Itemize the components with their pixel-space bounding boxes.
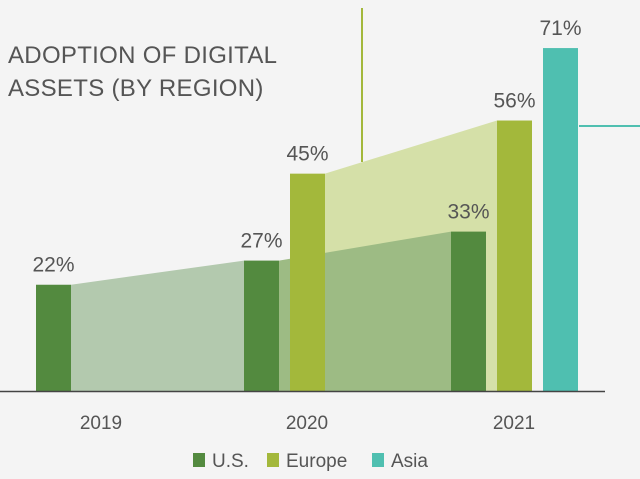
legend-label-us: U.S. [212, 451, 249, 472]
value-labels: 22% 27% 33% 45% 56% 71% [32, 17, 581, 277]
legend-swatch-asia [372, 453, 384, 467]
legend-label-europe: Europe [286, 451, 347, 472]
chart-title-line-2: ASSETS (BY REGION) [8, 75, 264, 102]
trend-areas [71, 120, 497, 392]
value-label-europe-2020: 45% [286, 143, 328, 166]
legend-label-asia: Asia [391, 451, 428, 472]
x-tick-label-2021: 2021 [493, 413, 535, 434]
x-tick-label-2020: 2020 [286, 413, 328, 434]
x-tick-labels: 2019 2020 2021 [80, 413, 535, 434]
legend-swatch-europe [267, 453, 279, 467]
x-tick-label-2019: 2019 [80, 413, 122, 434]
bar-us-2021 [451, 231, 486, 391]
bar-us-2020 [244, 260, 279, 391]
bar-group [36, 48, 578, 392]
bar-us-2019 [36, 284, 71, 391]
bar-europe-2021 [497, 120, 532, 392]
value-label-europe-2021: 56% [493, 90, 535, 113]
chart-title-line-1: ADOPTION OF DIGITAL [8, 42, 277, 69]
value-label-asia-2021: 71% [539, 17, 581, 40]
value-label-us-2020: 27% [240, 230, 282, 253]
value-label-us-2019: 22% [32, 254, 74, 277]
accent-lines [361, 8, 640, 162]
us-trend-area-2019-2020 [71, 260, 244, 391]
bar-asia-2021 [543, 48, 578, 391]
bar-europe-2020 [290, 173, 325, 391]
value-label-us-2021: 33% [447, 201, 489, 224]
legend-swatch-us [193, 453, 205, 467]
legend: U.S. Europe Asia [193, 451, 428, 472]
